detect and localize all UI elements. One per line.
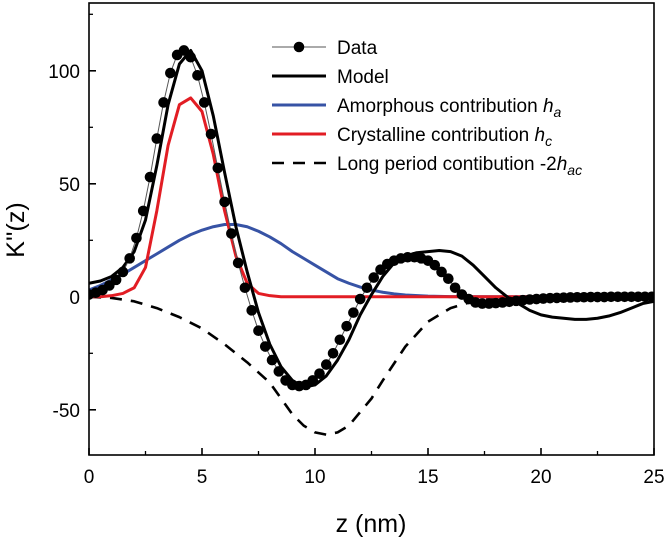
data-point: [205, 128, 217, 140]
data-point: [165, 67, 176, 79]
data-point: [443, 273, 454, 285]
data-point: [137, 205, 149, 217]
data-point: [259, 341, 271, 352]
legend-label: Amorphous contribution ha: [337, 96, 562, 120]
legend-label: Long period contibution -2hac: [337, 154, 582, 178]
legend-label: Crystalline contribution hc: [337, 125, 552, 149]
data-point: [307, 375, 319, 386]
data-point: [226, 228, 237, 239]
data-point: [158, 97, 169, 108]
axes-layer: 0 5 10 15 20 25 -50 0 50 100: [48, 2, 665, 488]
x-axis-title: z (nm): [336, 510, 407, 538]
data-point: [334, 334, 346, 346]
data-point: [341, 320, 352, 332]
data-point: [266, 354, 278, 366]
x-tick-label: 0: [84, 467, 95, 488]
data-point: [151, 133, 163, 144]
data-point: [219, 196, 230, 208]
data-point: [239, 282, 251, 294]
series-line-1: [89, 48, 654, 389]
data-point: [253, 325, 264, 337]
x-tick-label: 10: [304, 467, 325, 488]
legend-label: Model: [337, 67, 389, 88]
data-point: [368, 272, 380, 283]
y-tick-label: -50: [53, 401, 80, 422]
data-point: [110, 274, 122, 286]
series-layer: [89, 45, 654, 436]
data-point: [314, 368, 325, 379]
data-point: [131, 232, 142, 244]
data-point: [354, 293, 366, 305]
data-point: [361, 282, 373, 294]
data-point: [449, 282, 461, 294]
data-point: [192, 70, 203, 81]
x-tick-label: 25: [643, 467, 664, 488]
data-point: [436, 266, 447, 278]
x-tick-label: 20: [530, 467, 551, 488]
y-tick-label: 0: [69, 288, 80, 309]
data-point: [117, 266, 129, 278]
data-point: [327, 348, 339, 359]
data-point: [198, 97, 210, 108]
data-point: [144, 171, 156, 183]
legend-marker: [293, 41, 305, 53]
data-point: [321, 359, 332, 370]
legend-label: Data: [337, 38, 378, 59]
legend: Data Model Amorphous contribution ha Crysta…: [272, 38, 582, 178]
x-tick-label: 15: [417, 467, 438, 488]
x-tick-label: 5: [197, 467, 208, 488]
y-tick-label: 100: [48, 62, 80, 83]
data-point: [124, 253, 135, 264]
data-point: [273, 366, 285, 377]
y-axis-title: K''(z): [2, 202, 30, 257]
data-point: [646, 291, 654, 303]
data-point: [185, 51, 196, 63]
data-point: [212, 162, 224, 174]
data-point: [232, 257, 244, 269]
data-point: [348, 307, 359, 318]
data-point: [429, 259, 441, 271]
data-point: [246, 305, 258, 316]
data-point: [178, 45, 190, 56]
y-tick-label: 50: [59, 175, 80, 196]
series-line-3: [89, 96, 654, 299]
